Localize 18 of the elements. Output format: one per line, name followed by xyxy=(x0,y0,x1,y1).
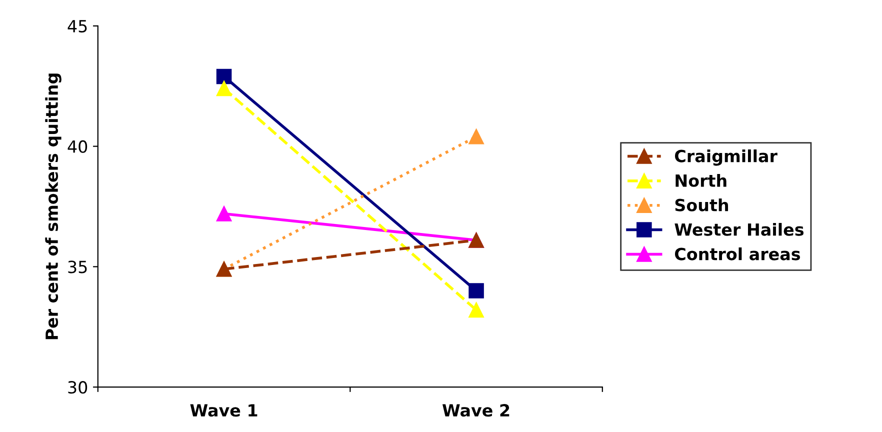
point xyxy=(468,129,484,144)
point xyxy=(216,206,232,222)
legend-label: North xyxy=(676,174,726,187)
y-tick-label: 45 xyxy=(68,20,87,32)
legend-label: Control areas xyxy=(674,247,800,260)
x-tick-label: Wave 2 xyxy=(442,404,510,417)
y-axis-title: Per cent of smokers quitting xyxy=(45,74,62,340)
legend-label: Wester Hailes xyxy=(674,222,804,236)
point xyxy=(468,283,484,298)
y-tick-label: 40 xyxy=(68,140,88,153)
legend-label: Craigmillar xyxy=(674,149,778,166)
x-tick-label: Wave 1 xyxy=(190,404,258,417)
point xyxy=(216,80,232,96)
legend-label: South xyxy=(675,198,728,212)
point xyxy=(216,68,232,84)
y-tick-label: 35 xyxy=(68,260,87,274)
point xyxy=(468,302,484,318)
y-tick-label: 30 xyxy=(68,381,88,394)
